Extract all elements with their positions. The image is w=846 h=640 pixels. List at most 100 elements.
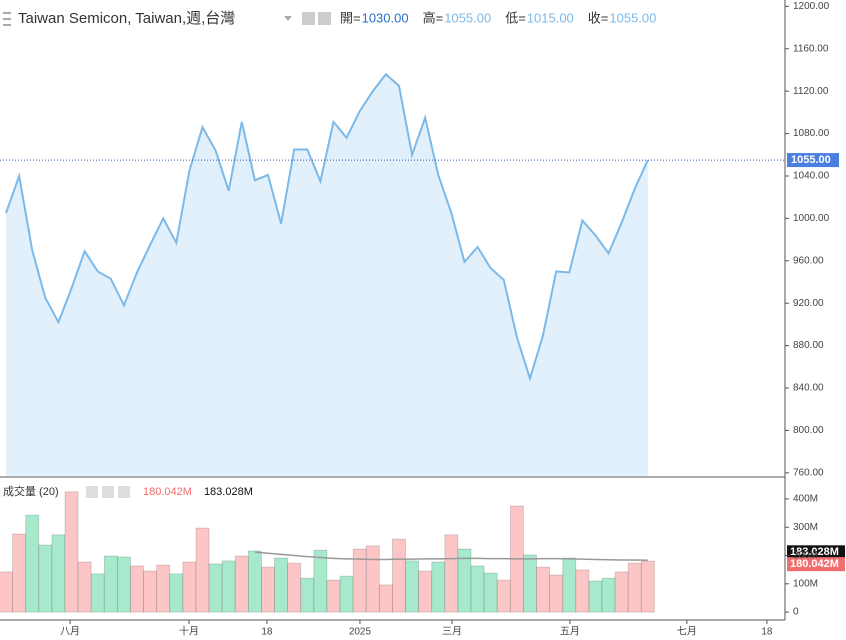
settings-icon[interactable] (102, 486, 114, 498)
volume-bar (483, 572, 498, 613)
y-tick-label: 840.00 (793, 383, 824, 394)
volume-bar (523, 554, 537, 613)
last-volume-label: 183.028M (790, 546, 839, 558)
y-tick-label: 1040.00 (793, 171, 830, 182)
volume-bar (208, 563, 223, 613)
volume-bar (496, 579, 511, 613)
volume-bar (601, 577, 616, 613)
volume-bar (274, 557, 288, 613)
volume-bar (103, 555, 118, 613)
volume-bar (195, 527, 210, 613)
legend-value: 183.028M (204, 486, 253, 498)
x-tick-label: 18 (761, 627, 773, 638)
settings-icon[interactable] (318, 12, 331, 25)
y-tick-label: 200M (793, 550, 818, 561)
y-tick-label: 920.00 (793, 298, 824, 309)
volume-bar (64, 491, 79, 613)
volume-bar (90, 573, 105, 613)
y-tick-label: 100M (793, 578, 818, 589)
volume-bar (25, 514, 40, 613)
volume-bar (326, 579, 341, 613)
volume-bar (378, 584, 393, 613)
volume-bar (614, 571, 629, 613)
ohlc-value: 1030.00 (362, 10, 409, 25)
volume-bar (562, 557, 577, 613)
x-tick-label: 2025 (349, 627, 372, 638)
ohlc-label: 高= (423, 10, 444, 25)
volume-bar (182, 561, 197, 613)
volume-bar (392, 538, 406, 613)
y-tick-label: 1200.00 (793, 1, 830, 12)
chart-title: Taiwan Semicon, Taiwan,週,台灣 (18, 10, 235, 27)
settings-icon[interactable] (302, 12, 315, 25)
volume-bar (287, 562, 302, 613)
area (6, 74, 648, 476)
menu-icon[interactable] (3, 12, 11, 26)
volume-bar (339, 575, 354, 613)
volume-bar (549, 574, 564, 613)
volume-bar (365, 545, 380, 613)
settings-icon[interactable] (118, 486, 130, 498)
volume-bar (130, 565, 144, 613)
y-tick-label: 0 (793, 607, 799, 618)
volume-bar (0, 571, 13, 613)
volume-bar (143, 570, 158, 613)
y-tick-label: 300M (793, 522, 818, 533)
ohlc-label: 收= (588, 10, 609, 25)
y-tick-label: 1000.00 (793, 213, 830, 224)
volume-bar (300, 577, 315, 613)
volume-bar (117, 556, 131, 613)
volume-bar (418, 570, 433, 613)
volume-bar (38, 544, 53, 613)
ohlc-value: 1055.00 (609, 10, 656, 25)
volume-bar (77, 561, 92, 613)
volume-bar (169, 573, 184, 613)
volume-bar (261, 566, 275, 613)
volume-bar (221, 560, 236, 613)
x-tick-label: 三月 (442, 626, 462, 638)
ohlc-label: 開= (340, 10, 361, 25)
last-price-box (787, 153, 839, 168)
volume-bar (234, 555, 249, 613)
volume-bar (431, 561, 446, 613)
volume-bar (12, 533, 27, 613)
volume-bar (470, 565, 485, 613)
x-tick-label: 五月 (560, 626, 580, 638)
settings-icon[interactable] (86, 486, 98, 498)
volume-bar (405, 560, 419, 613)
volume-bar (627, 562, 642, 613)
y-tick-label: 400M (793, 494, 818, 505)
y-tick-label: 880.00 (793, 340, 824, 351)
y-tick-label: 1160.00 (793, 43, 829, 54)
ohlc-label: 低= (505, 10, 526, 25)
y-tick-label: 760.00 (793, 467, 824, 478)
y-tick-label: 960.00 (793, 255, 824, 266)
last-price-label: 1055.00 (791, 154, 831, 166)
ohlc-value: 1015.00 (527, 10, 574, 25)
volume-bar (51, 534, 66, 613)
last-volume-box (787, 545, 845, 560)
price-line (5, 72, 649, 382)
volume-bar (444, 534, 459, 613)
volume-bar (352, 548, 367, 613)
ohlc-value: 1055.00 (444, 10, 491, 25)
dropdown[interactable] (284, 16, 292, 21)
x-tick-label: 十月 (179, 625, 199, 638)
x-tick-label: 18 (261, 627, 273, 638)
y-tick-label: 1080.00 (793, 128, 830, 139)
y-tick-label: 800.00 (793, 425, 824, 436)
volume-legend: 成交量 (20) (3, 484, 59, 498)
volume-bar (588, 580, 603, 613)
legend-value: 180.042M (143, 486, 192, 498)
volume-bar (247, 550, 262, 613)
x-tick-label: 八月 (60, 626, 80, 638)
volume-bar (313, 549, 328, 613)
last-volume-label: 180.042M (790, 558, 839, 570)
last-volume-box (787, 557, 845, 572)
volume-bar (457, 548, 472, 613)
volume-bar (156, 564, 171, 613)
volume-bar (640, 560, 655, 613)
x-tick-label: 七月 (677, 626, 697, 638)
ma-line (254, 551, 648, 562)
